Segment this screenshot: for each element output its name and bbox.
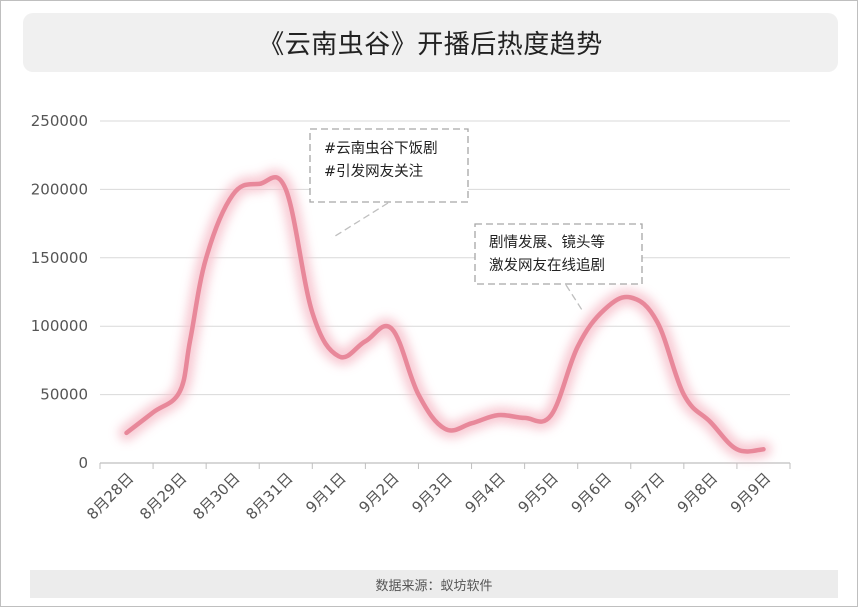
x-tick-label: 9月3日 bbox=[408, 469, 455, 516]
x-tick-label: 9月9日 bbox=[727, 469, 774, 516]
source-footer: 数据来源：蚁坊软件 bbox=[30, 570, 838, 598]
x-tick-label: 9月1日 bbox=[302, 469, 349, 516]
annotation-1-line-1: #云南虫谷下饭剧 bbox=[324, 140, 438, 157]
chart-title: 《云南虫谷》开播后热度趋势 bbox=[258, 30, 603, 60]
y-tick-label: 250000 bbox=[31, 112, 88, 130]
annotation-1-leader bbox=[331, 202, 389, 239]
x-tick-label: 8月28日 bbox=[83, 469, 137, 523]
x-tick-label: 9月2日 bbox=[355, 469, 402, 516]
x-tick-label: 8月30日 bbox=[189, 469, 243, 523]
annotation-2-line-2: 激发网友在线追剧 bbox=[489, 257, 605, 274]
y-tick-label: 50000 bbox=[40, 386, 88, 404]
x-tick-label: 9月7日 bbox=[621, 469, 668, 516]
annotation-1: #云南虫谷下饭剧 #引发网友关注 bbox=[309, 128, 469, 239]
x-tick-label: 9月5日 bbox=[515, 469, 562, 516]
annotation-1-line-2: #引发网友关注 bbox=[324, 163, 423, 180]
annotation-2: 剧情发展、镜头等 激发网友在线追剧 bbox=[474, 223, 643, 311]
x-tick-label: 9月4日 bbox=[461, 469, 508, 516]
y-tick-label: 100000 bbox=[31, 317, 88, 335]
annotation-2-leader bbox=[565, 284, 583, 311]
x-tick-label: 9月8日 bbox=[674, 469, 721, 516]
x-tick-label: 8月31日 bbox=[242, 469, 296, 523]
y-tick-label: 200000 bbox=[31, 180, 88, 198]
y-tick-label: 0 bbox=[78, 454, 88, 472]
source-text: 数据来源：蚁坊软件 bbox=[375, 578, 493, 594]
x-tick-label: 8月29日 bbox=[136, 469, 190, 523]
series-line bbox=[118, 169, 772, 460]
series-line-path bbox=[124, 175, 766, 454]
y-tick-label: 150000 bbox=[31, 249, 88, 267]
title-banner: 《云南虫谷》开播后热度趋势 bbox=[23, 13, 838, 72]
annotation-2-line-1: 剧情发展、镜头等 bbox=[489, 233, 605, 251]
x-tick-label: 9月6日 bbox=[568, 469, 615, 516]
y-axis: 0 50000 100000 150000 200000 250000 bbox=[31, 112, 88, 472]
